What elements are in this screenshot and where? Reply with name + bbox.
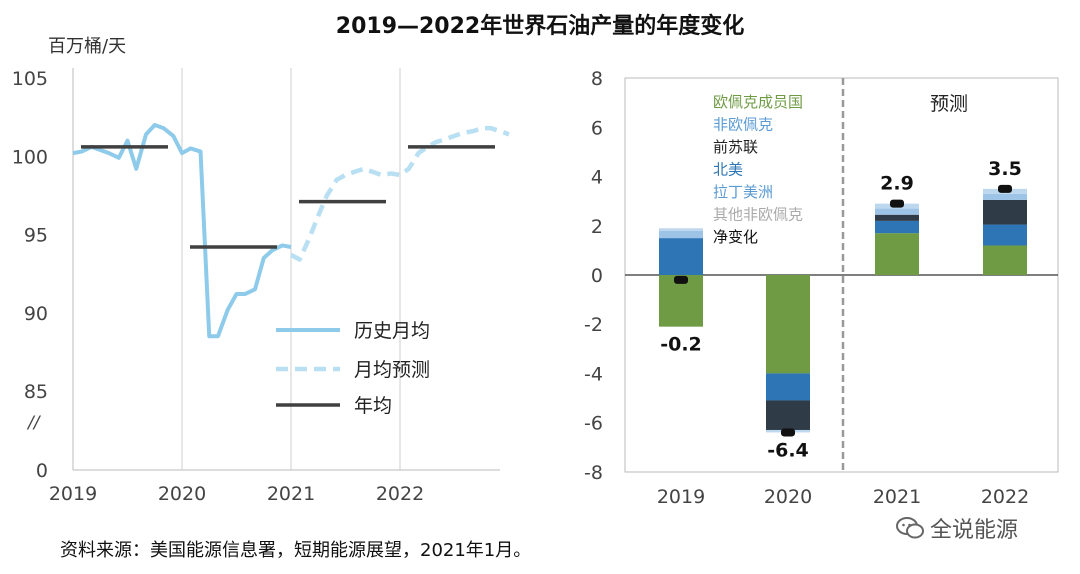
right-x-tick-label: 2020 — [764, 486, 812, 508]
legend-label: 北美 — [713, 161, 743, 179]
watermark: 全说能源 — [896, 512, 1018, 544]
left-y-tick-label: 95 — [24, 225, 48, 247]
right-y-tick-label: -8 — [584, 462, 603, 484]
left-y-tick-label: 105 — [12, 68, 48, 90]
net-change-data-label: -0.2 — [660, 334, 702, 356]
bar-segment — [983, 199, 1027, 225]
net-change-data-label: -6.4 — [767, 439, 809, 461]
left-y-tick-label: 90 — [24, 303, 48, 325]
bar-segment — [875, 214, 919, 221]
bar-segment — [875, 233, 919, 275]
forecast-label: 预测 — [930, 93, 968, 115]
legend-label-history: 历史月均 — [354, 320, 430, 342]
bar-segment — [766, 275, 810, 374]
axis-break-mark: // — [26, 413, 42, 433]
source-note: 资料来源：美国能源信息署，短期能源展望，2021年1月。 — [60, 540, 532, 561]
legend-label: 欧佩克成员国 — [713, 93, 803, 111]
net-change-marker — [781, 428, 795, 437]
bar-segment — [983, 193, 1027, 200]
left-y-tick-label: 0 — [36, 460, 48, 482]
net-change-marker — [998, 184, 1012, 193]
legend-label-annual: 年均 — [354, 395, 392, 417]
chart-title: 2019—2022年世界石油产量的年度变化 — [335, 14, 745, 39]
watermark-text: 全说能源 — [930, 518, 1019, 543]
history-monthly-line — [72, 122, 292, 339]
net-change-data-label: 3.5 — [988, 158, 1022, 180]
legend-label: 非欧佩克 — [713, 116, 773, 134]
left-x-tick-label: 2022 — [376, 483, 424, 505]
legend-label: 其他非欧佩克 — [713, 206, 803, 224]
bar-segment — [983, 245, 1027, 275]
net-change-marker — [674, 275, 688, 284]
right-y-tick-label: -2 — [584, 314, 603, 336]
bar-segment — [875, 220, 919, 234]
right-y-tick-label: 6 — [591, 117, 603, 139]
left-x-tick-label: 2019 — [49, 483, 97, 505]
legend-label-forecast: 月均预测 — [354, 359, 430, 381]
right-y-tick-label: 8 — [591, 68, 603, 90]
right-x-tick-label: 2022 — [981, 486, 1029, 508]
right-y-tick-label: 2 — [591, 216, 603, 238]
bar-segment — [766, 373, 810, 401]
net-change-marker — [890, 199, 904, 208]
right-x-tick-label: 2019 — [657, 486, 705, 508]
right-x-tick-label: 2021 — [873, 486, 921, 508]
right-y-tick-label: 4 — [591, 167, 603, 189]
left-x-tick-label: 2020 — [158, 483, 206, 505]
bar-segment — [875, 208, 919, 215]
bar-segment — [659, 228, 703, 231]
net-change-data-label: 2.9 — [880, 173, 914, 195]
right-y-tick-label: -4 — [584, 363, 603, 385]
right-y-tick-label: 0 — [591, 265, 603, 287]
legend-label: 前苏联 — [713, 138, 758, 156]
bar-segment — [766, 400, 810, 430]
left-y-tick-label: 100 — [12, 146, 48, 168]
bar-segment — [659, 238, 703, 275]
left-x-tick-label: 2021 — [267, 483, 315, 505]
legend-label: 净变化 — [713, 228, 758, 246]
forecast-monthly-line — [289, 125, 510, 262]
left-y-axis-label: 百万桶/天 — [48, 36, 126, 57]
left-y-tick-label: 85 — [24, 381, 48, 403]
bar-segment — [659, 230, 703, 239]
right-y-tick-label: -6 — [584, 413, 603, 435]
wechat-icon — [896, 517, 924, 539]
bar-segment — [983, 224, 1027, 246]
legend-label: 拉丁美洲 — [713, 183, 773, 201]
